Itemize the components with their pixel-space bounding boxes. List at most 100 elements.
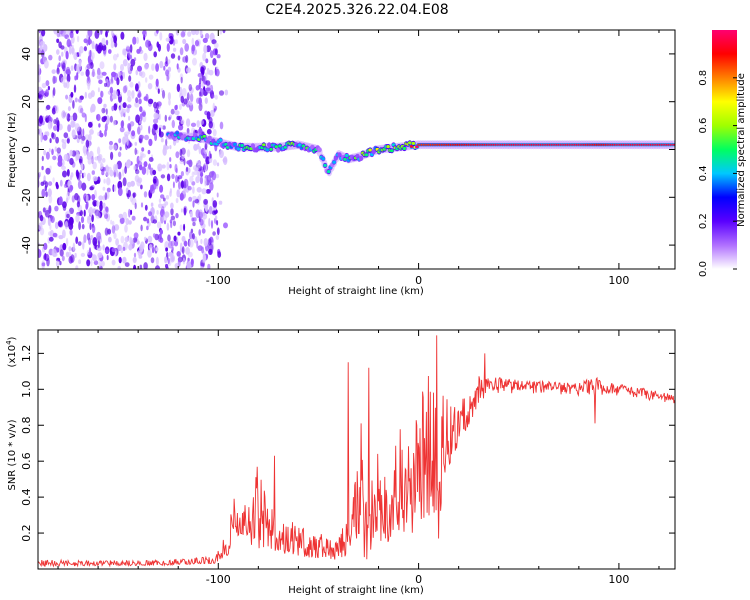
noise-speckle	[204, 177, 207, 187]
noise-speckle	[160, 205, 165, 214]
noise-speckle	[175, 167, 178, 174]
noise-speckle	[155, 63, 160, 72]
noise-speckle	[44, 185, 47, 192]
noise-speckle	[214, 94, 218, 100]
noise-speckle	[45, 89, 49, 98]
ridge-core	[175, 131, 179, 135]
noise-speckle	[69, 157, 74, 166]
noise-speckle	[205, 189, 211, 194]
noise-speckle	[61, 51, 64, 57]
noise-speckle	[54, 205, 59, 212]
noise-speckle	[169, 164, 172, 169]
noise-speckle	[115, 163, 119, 170]
noise-speckle	[59, 249, 64, 257]
noise-speckle	[85, 194, 89, 203]
noise-speckle	[111, 259, 116, 266]
noise-speckle	[128, 75, 132, 82]
noise-speckle	[159, 32, 163, 41]
noise-speckle	[61, 138, 65, 143]
noise-speckle	[113, 184, 117, 192]
noise-speckle	[39, 214, 44, 222]
noise-speckle	[100, 260, 105, 267]
noise-speckle	[45, 80, 50, 87]
colorbar-tick-label: 0.2	[698, 213, 709, 229]
noise-speckle	[86, 232, 91, 241]
noise-speckle	[39, 45, 43, 51]
noise-speckle	[144, 204, 148, 211]
ridge-outer	[276, 147, 281, 153]
noise-speckle	[87, 39, 93, 45]
noise-speckle	[214, 215, 218, 220]
noise-speckle	[92, 237, 98, 246]
noise-speckle	[209, 50, 214, 59]
ridge-core	[386, 145, 390, 149]
noise-speckle	[124, 224, 128, 233]
noise-speckle	[206, 45, 211, 53]
noise-speckle	[83, 209, 86, 217]
noise-speckle	[199, 218, 204, 226]
noise-speckle	[65, 94, 69, 100]
noise-speckle	[134, 202, 137, 210]
noise-speckle	[117, 265, 121, 269]
noise-speckle	[215, 235, 220, 240]
noise-speckle	[144, 63, 149, 70]
noise-speckle	[160, 138, 164, 143]
noise-speckle	[176, 63, 179, 70]
noise-speckle	[120, 120, 124, 128]
noise-speckle	[56, 49, 60, 55]
noise-speckle	[179, 224, 183, 231]
noise-speckle	[127, 123, 132, 130]
noise-speckle	[122, 256, 127, 264]
noise-speckle	[92, 254, 98, 262]
noise-speckle	[87, 215, 91, 221]
noise-speckle	[114, 224, 120, 231]
noise-speckle	[59, 260, 62, 266]
noise-speckle	[100, 90, 104, 98]
noise-speckle	[135, 83, 139, 92]
noise-speckle	[54, 221, 59, 230]
noise-speckle	[182, 257, 186, 265]
noise-speckle	[212, 58, 217, 66]
noise-speckle	[160, 194, 165, 199]
noise-speckle	[146, 218, 150, 224]
noise-speckle	[38, 63, 41, 69]
noise-speckle	[120, 31, 125, 40]
noise-speckle	[81, 182, 87, 191]
noise-speckle	[108, 49, 112, 54]
noise-speckle	[93, 260, 99, 266]
noise-speckle	[53, 125, 58, 131]
noise-speckle	[130, 180, 136, 187]
y-tick-label: 20	[20, 95, 33, 109]
noise-speckle	[141, 147, 145, 152]
noise-speckle	[109, 115, 113, 123]
noise-speckle	[78, 221, 81, 231]
noise-speckle	[182, 189, 187, 195]
noise-speckle	[105, 108, 108, 115]
x-tick-label: 0	[415, 274, 422, 287]
noise-speckle	[40, 51, 45, 56]
noise-speckle	[118, 138, 122, 144]
noise-speckle	[38, 212, 41, 218]
noise-speckle	[212, 129, 217, 137]
noise-speckle	[208, 69, 214, 76]
spectrogram-y-ticks: -40 -20 0 20 40	[20, 47, 675, 254]
noise-speckle	[69, 184, 74, 191]
noise-speckle	[151, 246, 155, 254]
noise-speckle	[115, 238, 119, 246]
noise-speckle	[197, 73, 203, 78]
noise-speckle	[203, 147, 208, 155]
noise-speckle	[59, 179, 63, 187]
noise-speckle	[88, 247, 92, 256]
noise-speckle	[179, 104, 182, 110]
noise-speckle	[96, 231, 102, 241]
ridge-core	[323, 163, 327, 167]
noise-speckle	[127, 181, 132, 188]
noise-speckle	[91, 214, 94, 223]
noise-speckle	[56, 67, 60, 75]
noise-speckle	[174, 110, 180, 116]
noise-speckle	[181, 87, 187, 97]
noise-speckle	[199, 119, 205, 125]
noise-speckle	[210, 84, 214, 93]
noise-speckle	[88, 133, 92, 142]
noise-speckle	[164, 241, 169, 250]
